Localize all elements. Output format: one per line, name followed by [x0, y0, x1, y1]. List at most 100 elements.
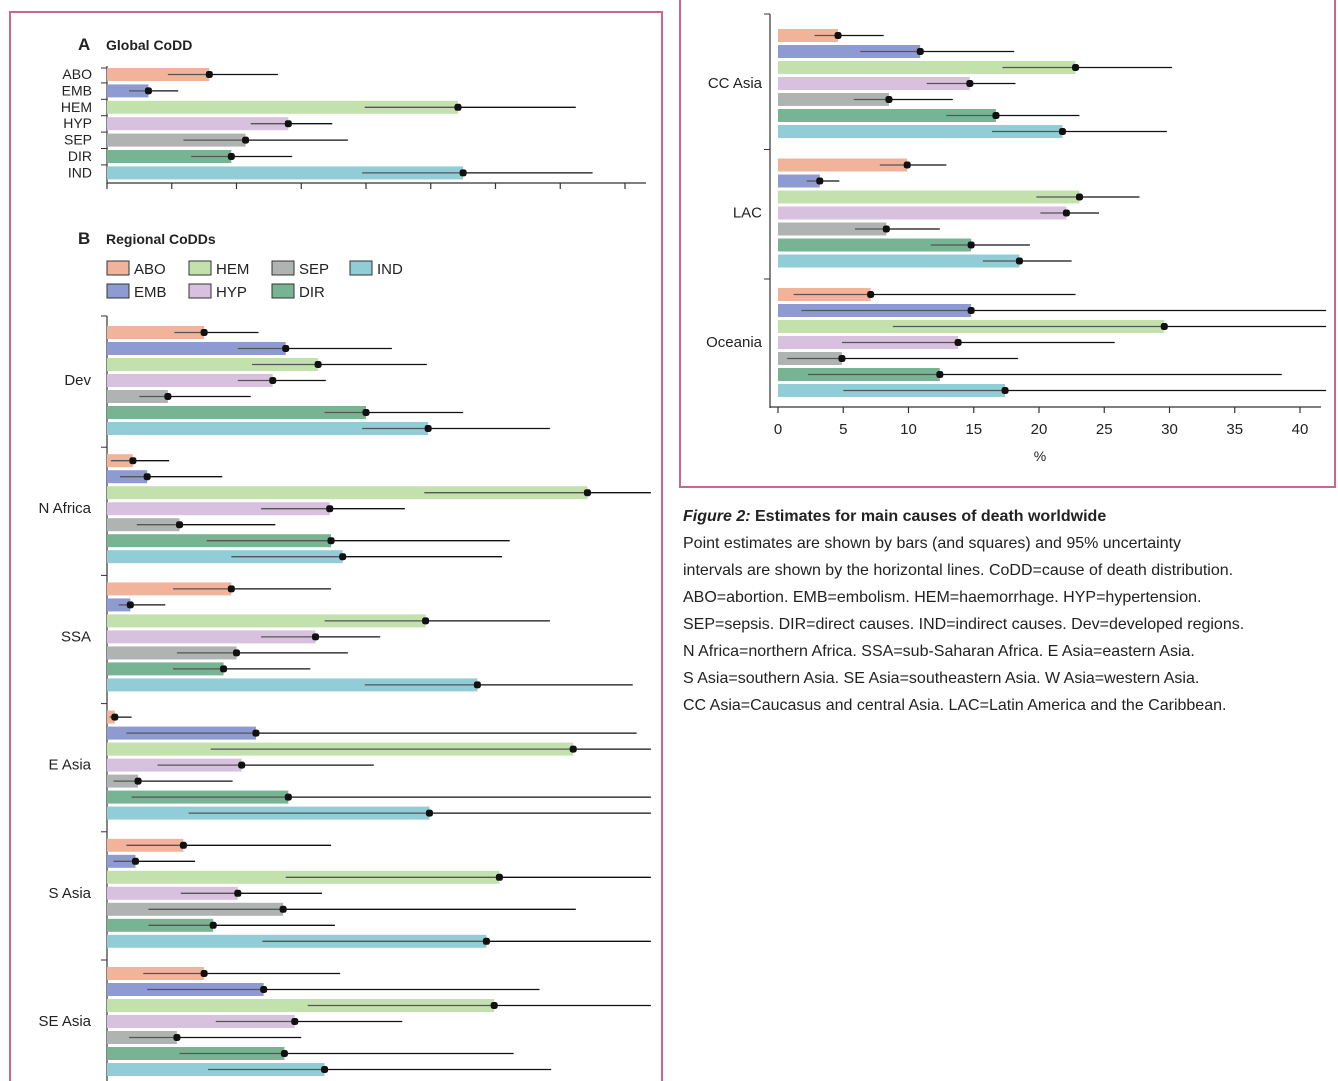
bar-hem: [107, 614, 426, 628]
legend-label: EMB: [134, 284, 167, 301]
point-marker: [280, 1050, 288, 1057]
point-marker: [569, 745, 577, 753]
category-label: ABO: [62, 66, 92, 82]
point-marker: [209, 921, 217, 929]
x-tick-label: 10: [900, 421, 917, 438]
point-marker: [284, 120, 292, 128]
legend-label: IND: [377, 261, 403, 278]
bar-hyp: [107, 117, 289, 131]
bar-dir: [778, 238, 972, 252]
point-marker: [422, 617, 430, 625]
region-label: CC Asia: [708, 75, 763, 92]
bar-hyp: [107, 886, 238, 900]
point-marker: [339, 553, 347, 561]
bar-abo: [778, 158, 908, 172]
point-marker: [176, 521, 184, 529]
panel-a-letter: A: [78, 35, 90, 54]
point-marker: [291, 1018, 299, 1025]
point-marker: [220, 665, 228, 673]
point-marker: [362, 409, 370, 416]
category-label: DIR: [68, 148, 92, 164]
category-label: EMB: [62, 82, 92, 98]
region-group: SSA: [61, 574, 633, 692]
bar-dir: [107, 662, 224, 676]
caption-line: Point estimates are shown by bars (and s…: [683, 535, 1182, 552]
point-marker: [1075, 193, 1083, 201]
point-marker: [1058, 128, 1066, 135]
point-marker: [205, 71, 213, 78]
point-marker: [282, 345, 290, 352]
region-label: SE Asia: [38, 1013, 91, 1030]
caption-line: ABO=abortion. EMB=embolism. HEM=haemorrh…: [683, 589, 1202, 606]
legend-swatch-hyp: [188, 283, 212, 299]
panel-b: B Regional CoDDs ABO HEM SEP IND EMB HYP DIR Dev N…: [38, 229, 651, 1081]
point-marker: [314, 361, 322, 368]
region-label: LAC: [733, 205, 762, 222]
bar-sep: [107, 646, 237, 660]
point-marker: [867, 291, 875, 298]
legend-swatch-ind: [349, 260, 373, 276]
frame-right: [679, 0, 1336, 488]
region-label: S Asia: [48, 885, 91, 902]
legend-label: ABO: [134, 261, 166, 278]
figure-title: Estimates for main causes of death world…: [750, 508, 1107, 525]
region-label: SSA: [61, 628, 91, 645]
point-marker: [490, 1002, 498, 1009]
point-marker: [179, 841, 187, 849]
bar-hyp: [107, 502, 330, 516]
panel-b-letter: B: [78, 229, 90, 248]
region-label: Dev: [64, 372, 91, 389]
legend-label: DIR: [299, 284, 325, 301]
x-tick-label: 20: [1031, 421, 1048, 438]
point-marker: [238, 761, 246, 769]
x-tick-label: 40: [1292, 421, 1309, 438]
point-marker: [954, 339, 962, 346]
point-marker: [967, 307, 975, 314]
point-marker: [1062, 209, 1070, 217]
point-marker: [242, 136, 250, 144]
point-marker: [966, 80, 974, 87]
bar-emb: [107, 342, 286, 355]
region-group: N Africa: [38, 446, 651, 564]
point-marker: [967, 241, 975, 249]
x-tick-label: 30: [1161, 421, 1178, 438]
category-label: IND: [68, 164, 92, 180]
bar-abo: [107, 326, 205, 339]
x-tick-label: 5: [839, 421, 847, 438]
point-marker: [992, 112, 1000, 119]
bar-dir: [778, 109, 996, 122]
point-marker: [482, 937, 490, 945]
bar-abo: [107, 582, 232, 596]
x-tick-label: 15: [965, 421, 982, 438]
point-marker: [882, 225, 890, 233]
bar-hyp: [107, 630, 316, 644]
point-marker: [903, 161, 911, 169]
caption-heading: Figure 2: Estimates for main causes of d…: [683, 503, 1333, 530]
region-group: LAC: [733, 149, 1140, 268]
point-marker: [816, 177, 824, 185]
point-marker: [425, 809, 433, 817]
bar-abo: [778, 29, 839, 42]
point-marker: [129, 457, 137, 465]
bar-hyp: [778, 77, 970, 90]
bar-dir: [107, 406, 366, 419]
point-marker: [164, 393, 172, 400]
point-marker: [326, 505, 334, 513]
legend-label: HEM: [216, 261, 249, 278]
figure-caption: Figure 2: Estimates for main causes of d…: [683, 503, 1333, 719]
region-group: Oceania: [706, 278, 1327, 397]
point-marker: [936, 371, 944, 378]
caption-line: S Asia=southern Asia. SE Asia=southeaste…: [683, 670, 1200, 687]
legend-swatch-hem: [188, 260, 212, 276]
point-marker: [473, 681, 481, 689]
bar-hyp: [107, 374, 273, 387]
bar-ind: [107, 166, 464, 180]
point-marker: [495, 873, 503, 881]
caption-line: CC Asia=Caucasus and central Asia. LAC=L…: [683, 697, 1227, 714]
panel-b-continued: 0 5 10 15 20 25 30 35 40% CC Asia LAC Oceania: [706, 13, 1327, 464]
legend-swatch-dir: [271, 283, 295, 299]
point-marker: [1015, 257, 1023, 265]
point-marker: [111, 713, 119, 721]
